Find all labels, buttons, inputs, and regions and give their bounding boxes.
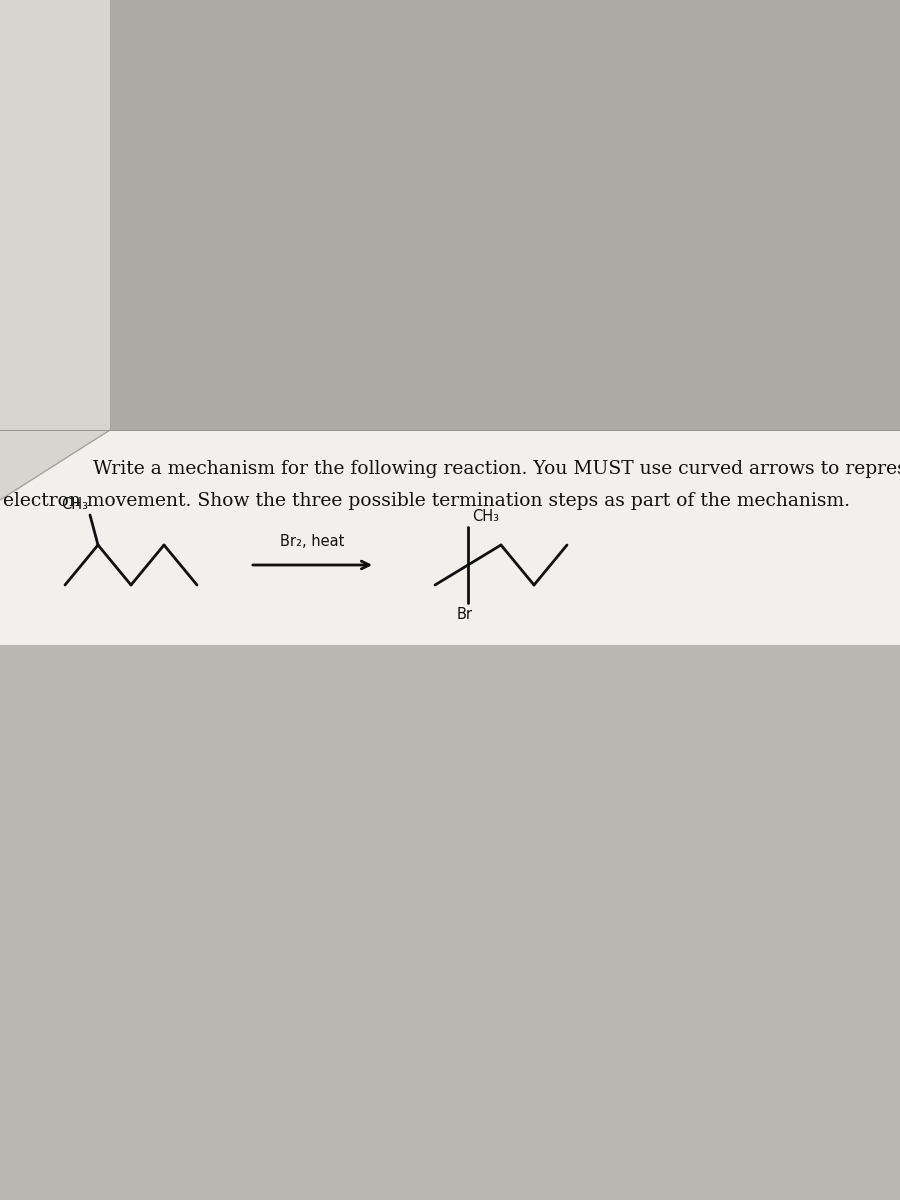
Text: Br₂, heat: Br₂, heat (280, 534, 345, 550)
Bar (0, 646, 900, 1200)
Text: electron movement. Show the three possible termination steps as part of the mech: electron movement. Show the three possib… (3, 492, 850, 510)
Text: Br: Br (457, 607, 473, 622)
Bar (0, 430, 900, 646)
Text: CH₃: CH₃ (61, 497, 88, 512)
Polygon shape (0, 0, 110, 500)
Text: CH₃: CH₃ (472, 509, 499, 524)
Bar (0, 0, 900, 430)
Text: Write a mechanism for the following reaction. You MUST use curved arrows to repr: Write a mechanism for the following reac… (93, 460, 900, 478)
